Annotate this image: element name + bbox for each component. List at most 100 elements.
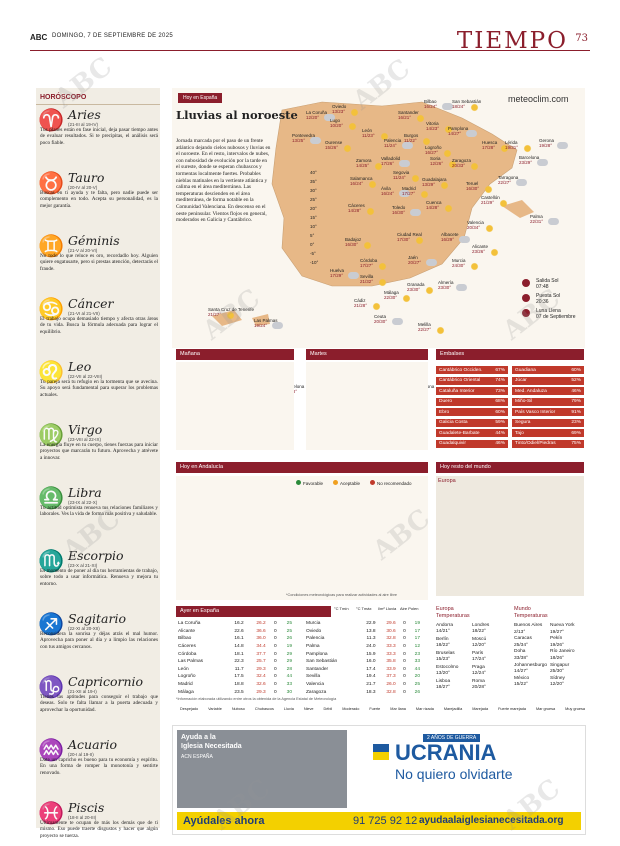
lead-text: Jornada marcada por el paso de un frente… — [176, 138, 271, 224]
horoscope-sign: ♋ Cáncer (21-VI al 21-VII) El trabajo ocupa… — [36, 295, 160, 357]
europe-cell: Andorra — [436, 623, 454, 628]
table-cell: 0 — [403, 666, 406, 672]
sun-icon — [348, 122, 357, 131]
table-cell: 29 — [286, 651, 292, 657]
table-cell: 20 — [414, 674, 420, 680]
city-name: Sevilla — [360, 274, 374, 279]
city-name: Jaén — [408, 255, 418, 260]
city-name: Pamplona — [448, 126, 469, 131]
table-cell: Oviedo — [306, 628, 322, 634]
reservoirs-tag: Embalses — [436, 349, 584, 360]
reservoir-name: Duero — [439, 399, 453, 404]
tuesday-map — [306, 362, 428, 450]
table-cell: 16.1 — [234, 636, 244, 642]
city-name: Teruel — [466, 181, 479, 186]
table-cell: 0 — [403, 644, 406, 650]
reservoir-row: Tinto/Odiel/Piedras 75% — [512, 439, 584, 448]
table-cell: 36.0 — [256, 636, 266, 642]
table-cell: 12 — [414, 644, 420, 650]
tauro-glyph-icon: ♉ — [38, 171, 65, 195]
page-number: 73 — [575, 33, 588, 44]
table-cell: 0 — [273, 689, 277, 695]
city-label-c-rdoba: Córdoba 17/27° — [360, 258, 377, 268]
sun-icon — [440, 181, 449, 190]
city-temp: 13/23° — [332, 109, 346, 114]
table-cell: Palma — [306, 644, 320, 650]
horoscope-sign: ♎ Libra (23-IX al 22-X) Tu actitud optimist… — [36, 484, 160, 546]
city-label-palencia: Palencia 11/24° — [384, 138, 401, 148]
flag-blue-icon — [373, 744, 389, 752]
legend-label: Marejada — [472, 707, 489, 711]
yesterday-headers: °C Tmín °C Tmáx l/m² Lluvia Aire Polen — [334, 606, 428, 611]
reservoir-name: Cataluña Interior — [439, 388, 475, 394]
city-label-teruel: Teruel 16/30° — [466, 181, 479, 191]
legend-label: Marejadilla — [443, 707, 463, 711]
table-cell: 35.8 — [386, 659, 396, 665]
sagitario-glyph-icon: ♐ — [38, 612, 65, 636]
city-label-ourense: Ourense 15/26° — [325, 140, 342, 150]
horoscope-sign: ♐ Sagitario (22-XI al 20-XII) Reconsidera l… — [36, 610, 160, 672]
table-row: Palma 24.0 33.3 0 12 — [304, 643, 422, 651]
europe-cell: Praga — [472, 665, 485, 670]
reservoir-name: Galicia Costa — [439, 420, 468, 425]
city-name: Segovia — [393, 170, 410, 175]
city-temp: 22/30° — [384, 295, 398, 300]
table-cell: 26 — [414, 689, 420, 695]
city-label-santa-cruz-de-tenerife: Santa Cruz de Tenerife 21/27° — [208, 307, 254, 317]
sign-dates: (21-V al 20-VI) — [68, 248, 98, 253]
city-temp: 16/30° — [392, 210, 406, 215]
reservoir-row: Med. Andaluza 46% — [512, 387, 584, 395]
cloud-icon — [548, 218, 559, 225]
ad-url[interactable]: ayudaalaiglesianecesitada.org — [419, 815, 564, 826]
europe-cell: 18/22° — [436, 643, 450, 648]
table-cell: 33.3 — [386, 651, 396, 657]
reservoir-name: Guadalete-Barbate — [439, 430, 480, 436]
table-cell: 32.6 — [256, 682, 266, 688]
europe-cell: 13/20° — [436, 671, 450, 676]
sun-icon — [470, 262, 479, 271]
city-name: Logroño — [425, 145, 442, 150]
table-row: Valencia 21.7 26.0 0 25 — [304, 681, 422, 689]
horoscope-sign: ♉ Tauro (20-IV al 20-V) Buscas en ti ayuda … — [36, 169, 160, 231]
scale-tick: 15° — [310, 215, 317, 220]
world-cell: 33/38° — [514, 656, 528, 661]
reservoirs-table: Cantábrico Occiden. 67% Cantábrico Orienta… — [436, 366, 584, 452]
scale-tick: -10° — [310, 260, 319, 265]
world-cell: Buenos Aires — [514, 623, 543, 628]
sign-text: Últimamente te ocupan de más los demás q… — [40, 820, 158, 839]
sign-text: No todo lo que reluce es oro, recordadlo… — [40, 253, 158, 272]
table-row: Sevilla 19.4 37.3 0 20 — [304, 673, 422, 681]
table-row: Córdoba 18.1 37.7 0 29 — [176, 650, 294, 658]
city-label-le-n: León 11/23° — [362, 128, 375, 138]
sign-name: Tauro — [68, 170, 105, 185]
city-temp: 20/34° — [467, 225, 481, 230]
city-name: Granada — [407, 282, 425, 287]
scale-tick: 40° — [310, 170, 317, 175]
city-label-valladolid: Valladolid 17/26° — [381, 156, 400, 166]
city-label-ciudad-real: Ciudad Real 17/30° — [397, 232, 422, 242]
city-temp: 18/24° — [452, 104, 466, 109]
sun-icon — [363, 241, 372, 250]
table-row: Oviedo 13.8 30.6 0 17 — [304, 628, 422, 636]
sun-icon — [470, 103, 479, 112]
sun-icon — [415, 236, 424, 245]
sun-icon — [374, 162, 383, 171]
table-cell: 11.3 — [366, 636, 376, 642]
reservoir-row: Tajo 69% — [512, 429, 584, 437]
city-name: Málaga — [384, 290, 399, 295]
city-temp: 20/33° — [452, 163, 466, 168]
table-cell: 0 — [403, 651, 406, 657]
cloud-icon — [392, 318, 403, 325]
legend-label: Lluvia — [283, 707, 294, 711]
table-cell: 36.6 — [256, 628, 266, 634]
city-label-l-rida: Lérida 19/31° — [505, 140, 518, 150]
world-cell: Río Janeiro — [550, 649, 575, 655]
city-label-guadalajara: Guadalajara 13/29° — [422, 177, 447, 187]
table-cell: 29 — [286, 659, 292, 665]
legend-item: Aceptable — [333, 480, 360, 486]
sun-icon — [443, 149, 452, 158]
ad-ucrania[interactable]: Ayuda a la Iglesia Necesitada ACN ESPAÑA… — [172, 725, 586, 835]
cloud-icon — [466, 130, 477, 137]
city-label-alicante: Alicante 23/26° — [472, 244, 488, 254]
city-temp: 19/31° — [505, 145, 519, 150]
